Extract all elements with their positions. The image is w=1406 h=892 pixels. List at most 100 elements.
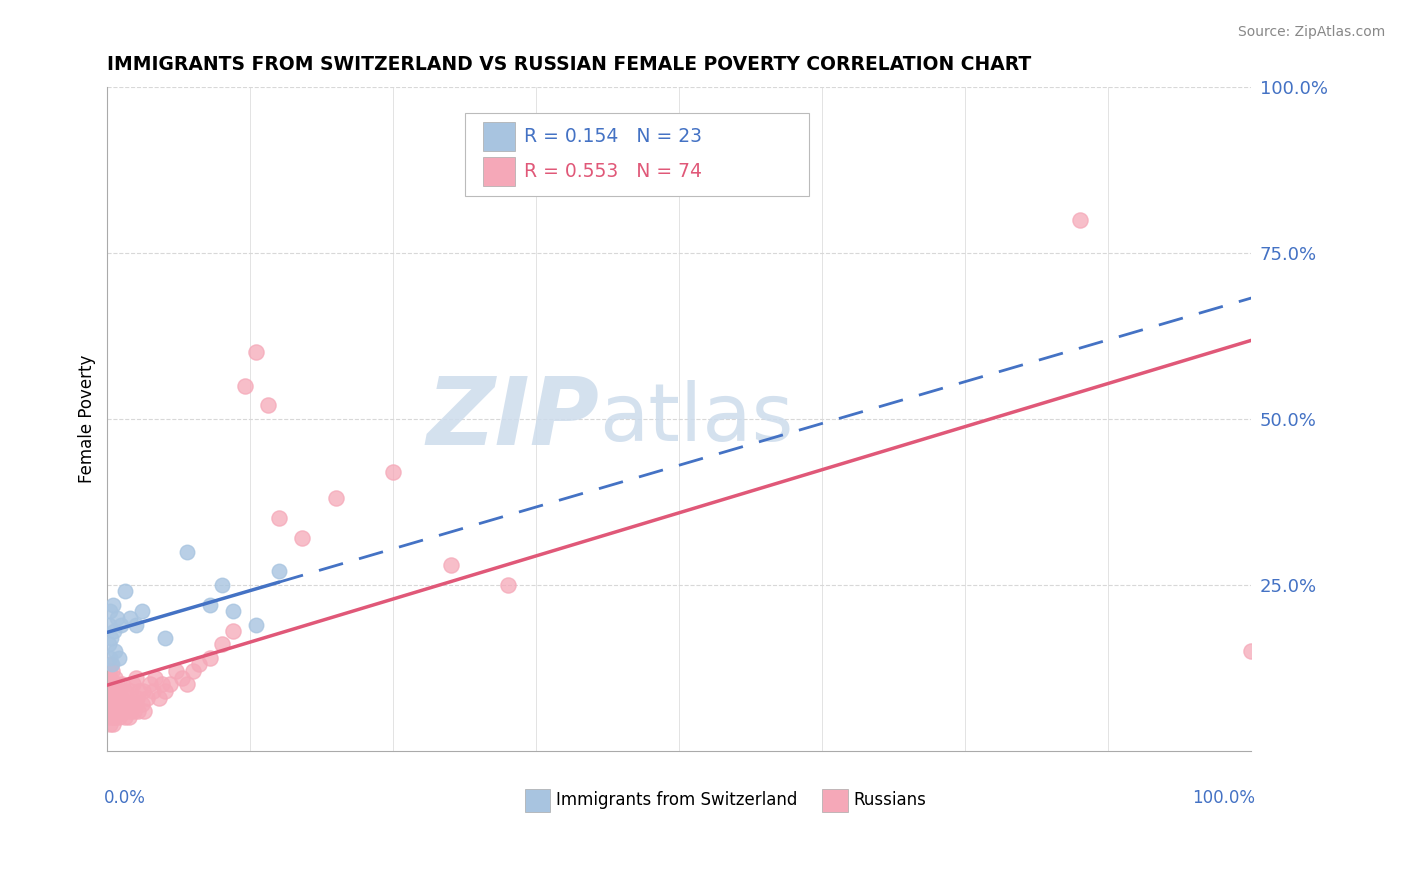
Point (118, 710, 141, 724)
Text: Source: ZipAtlas.com: Source: ZipAtlas.com (1237, 25, 1385, 39)
Text: Russians: Russians (853, 791, 927, 809)
Point (439, 558, 461, 572)
Point (131, 697, 153, 711)
Y-axis label: Female Poverty: Female Poverty (79, 354, 96, 483)
FancyBboxPatch shape (465, 113, 808, 196)
Point (107, 697, 129, 711)
Point (112, 697, 135, 711)
Point (114, 584, 136, 599)
Point (1240, 644, 1263, 658)
Text: 100.0%: 100.0% (1192, 789, 1254, 807)
Point (496, 578, 519, 592)
Point (101, 717, 124, 731)
Point (127, 690, 149, 705)
Point (176, 677, 198, 691)
Point (98, 717, 121, 731)
Point (1069, 212, 1091, 227)
Point (108, 710, 131, 724)
Point (115, 690, 138, 705)
Point (170, 671, 193, 685)
Point (103, 684, 125, 698)
Point (382, 465, 405, 479)
Point (98, 671, 121, 685)
Point (136, 690, 159, 705)
Point (211, 578, 233, 592)
Point (176, 544, 198, 558)
Point (256, 399, 278, 413)
Point (120, 611, 142, 625)
Text: IMMIGRANTS FROM SWITZERLAND VS RUSSIAN FEMALE POVERTY CORRELATION CHART: IMMIGRANTS FROM SWITZERLAND VS RUSSIAN F… (107, 55, 1032, 74)
Point (245, 345, 267, 359)
Point (101, 690, 124, 705)
Point (120, 697, 142, 711)
Point (114, 704, 136, 718)
Point (98, 697, 121, 711)
Text: ZIP: ZIP (426, 373, 599, 465)
Text: 0.0%: 0.0% (104, 789, 146, 807)
Point (108, 650, 131, 665)
Text: atlas: atlas (599, 380, 793, 458)
Text: Immigrants from Switzerland: Immigrants from Switzerland (555, 791, 797, 809)
Point (142, 684, 165, 698)
Point (104, 644, 127, 658)
Point (211, 637, 233, 651)
Point (120, 704, 142, 718)
Bar (823, 789, 848, 813)
Point (153, 631, 176, 645)
Point (105, 704, 128, 718)
Point (267, 565, 290, 579)
Point (97, 690, 120, 705)
Point (165, 664, 187, 678)
Point (148, 690, 170, 705)
Point (100, 684, 122, 698)
Text: R = 0.154   N = 23: R = 0.154 N = 23 (524, 127, 702, 146)
Point (101, 677, 124, 691)
Point (117, 697, 139, 711)
Bar (482, 157, 515, 186)
Point (132, 704, 155, 718)
Point (98, 604, 121, 618)
Point (105, 677, 128, 691)
Bar (482, 122, 515, 152)
Point (125, 671, 148, 685)
Bar (524, 789, 550, 813)
Point (150, 677, 173, 691)
Point (101, 664, 124, 678)
Point (233, 378, 256, 392)
Point (325, 491, 347, 506)
Point (267, 511, 290, 525)
Point (104, 710, 127, 724)
Point (97, 664, 120, 678)
Point (125, 617, 148, 632)
Point (222, 624, 245, 639)
Point (181, 664, 204, 678)
Text: R = 0.553   N = 74: R = 0.553 N = 74 (524, 162, 702, 181)
Point (103, 624, 125, 639)
Point (98, 650, 121, 665)
Point (122, 704, 145, 718)
Point (200, 650, 222, 665)
Point (101, 697, 124, 711)
Point (100, 657, 122, 672)
Point (110, 690, 132, 705)
Point (222, 604, 245, 618)
Point (132, 684, 155, 698)
Point (97, 637, 120, 651)
Point (97, 617, 120, 632)
Point (127, 704, 149, 718)
Point (100, 631, 122, 645)
Point (108, 684, 131, 698)
Point (291, 531, 314, 545)
Point (105, 611, 128, 625)
Point (153, 684, 176, 698)
Point (101, 598, 124, 612)
Point (101, 657, 124, 672)
Point (200, 598, 222, 612)
Point (97, 710, 120, 724)
Point (131, 604, 153, 618)
Point (101, 710, 124, 724)
Point (138, 677, 160, 691)
Point (111, 677, 134, 691)
Point (159, 677, 181, 691)
Point (120, 684, 142, 698)
